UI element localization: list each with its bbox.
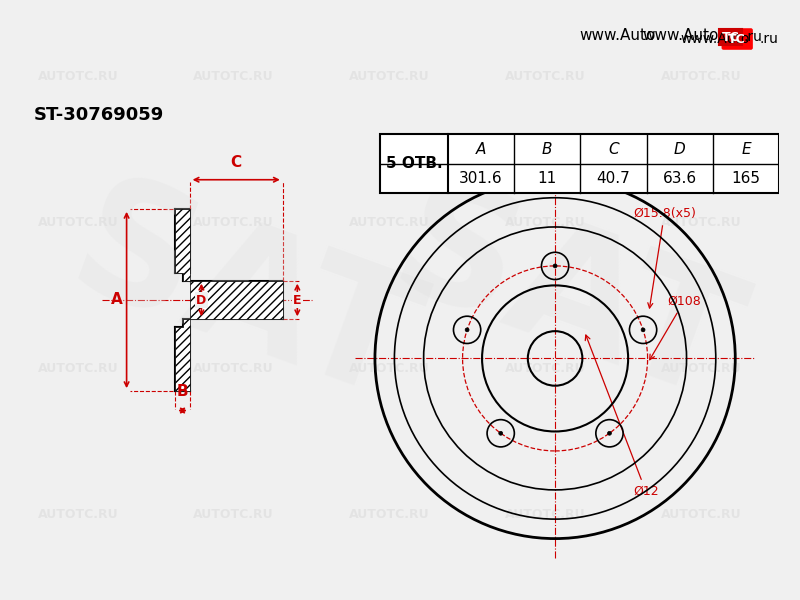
Circle shape xyxy=(553,264,557,268)
Text: SAT: SAT xyxy=(51,164,436,436)
FancyBboxPatch shape xyxy=(722,29,752,49)
Text: E: E xyxy=(741,142,750,157)
Text: AUTOTC.RU: AUTOTC.RU xyxy=(505,70,586,83)
Text: AUTOTC.RU: AUTOTC.RU xyxy=(194,362,274,374)
Text: 63.6: 63.6 xyxy=(662,171,697,186)
Text: AUTOTC.RU: AUTOTC.RU xyxy=(194,508,274,521)
Text: AUTOTC.RU: AUTOTC.RU xyxy=(505,215,586,229)
Text: D: D xyxy=(196,293,206,307)
Text: C: C xyxy=(230,155,242,170)
Text: AUTOTC.RU: AUTOTC.RU xyxy=(38,215,118,229)
Bar xyxy=(380,134,779,193)
Text: 40.7: 40.7 xyxy=(597,171,630,186)
Circle shape xyxy=(641,328,645,332)
Text: AUTOTC.RU: AUTOTC.RU xyxy=(661,362,742,374)
Text: 301.6: 301.6 xyxy=(459,171,503,186)
Text: AUTOTC.RU: AUTOTC.RU xyxy=(350,215,430,229)
Text: AUTOTC.RU: AUTOTC.RU xyxy=(38,70,118,83)
Text: AUTOTC.RU: AUTOTC.RU xyxy=(194,215,274,229)
Text: A: A xyxy=(111,292,122,307)
Polygon shape xyxy=(190,281,282,319)
Text: SAT: SAT xyxy=(373,164,757,436)
Text: AUTOTC.RU: AUTOTC.RU xyxy=(661,508,742,521)
Text: Ø108: Ø108 xyxy=(650,295,701,359)
Text: .ru: .ru xyxy=(743,30,762,44)
Text: AUTOTC.RU: AUTOTC.RU xyxy=(350,362,430,374)
Text: AUTOTC.RU: AUTOTC.RU xyxy=(661,70,742,83)
Text: E: E xyxy=(293,293,302,307)
Text: www.Auto: www.Auto xyxy=(680,32,750,46)
Text: AUTOTC.RU: AUTOTC.RU xyxy=(350,508,430,521)
Text: AUTOTC.RU: AUTOTC.RU xyxy=(505,508,586,521)
Text: AUTOTC.RU: AUTOTC.RU xyxy=(38,508,118,521)
Circle shape xyxy=(607,431,611,435)
Text: TC: TC xyxy=(722,31,739,44)
Text: AUTOTC.RU: AUTOTC.RU xyxy=(38,362,118,374)
Text: AUTOTC.RU: AUTOTC.RU xyxy=(661,215,742,229)
FancyBboxPatch shape xyxy=(718,29,742,45)
Text: 165: 165 xyxy=(731,171,761,186)
Text: ST-30769059: ST-30769059 xyxy=(34,106,164,124)
Text: B: B xyxy=(177,384,188,399)
Circle shape xyxy=(498,431,502,435)
Text: www.Auto: www.Auto xyxy=(642,28,719,43)
Polygon shape xyxy=(175,209,190,281)
Text: .ru: .ru xyxy=(760,32,778,46)
Text: D: D xyxy=(674,142,686,157)
Text: 5 ОТВ.: 5 ОТВ. xyxy=(386,156,442,171)
Text: C: C xyxy=(608,142,619,157)
Polygon shape xyxy=(175,319,190,391)
Text: AUTOTC.RU: AUTOTC.RU xyxy=(350,70,430,83)
Text: AUTOTC.RU: AUTOTC.RU xyxy=(505,362,586,374)
Text: 11: 11 xyxy=(538,171,557,186)
Text: AUTOTC.RU: AUTOTC.RU xyxy=(194,70,274,83)
Text: Ø15.8(x5): Ø15.8(x5) xyxy=(633,207,696,308)
Text: A: A xyxy=(476,142,486,157)
Text: www.Auto: www.Auto xyxy=(579,28,656,43)
Text: Ø12: Ø12 xyxy=(586,335,658,498)
Text: B: B xyxy=(542,142,553,157)
Circle shape xyxy=(465,328,469,332)
Text: TC: TC xyxy=(728,32,746,46)
